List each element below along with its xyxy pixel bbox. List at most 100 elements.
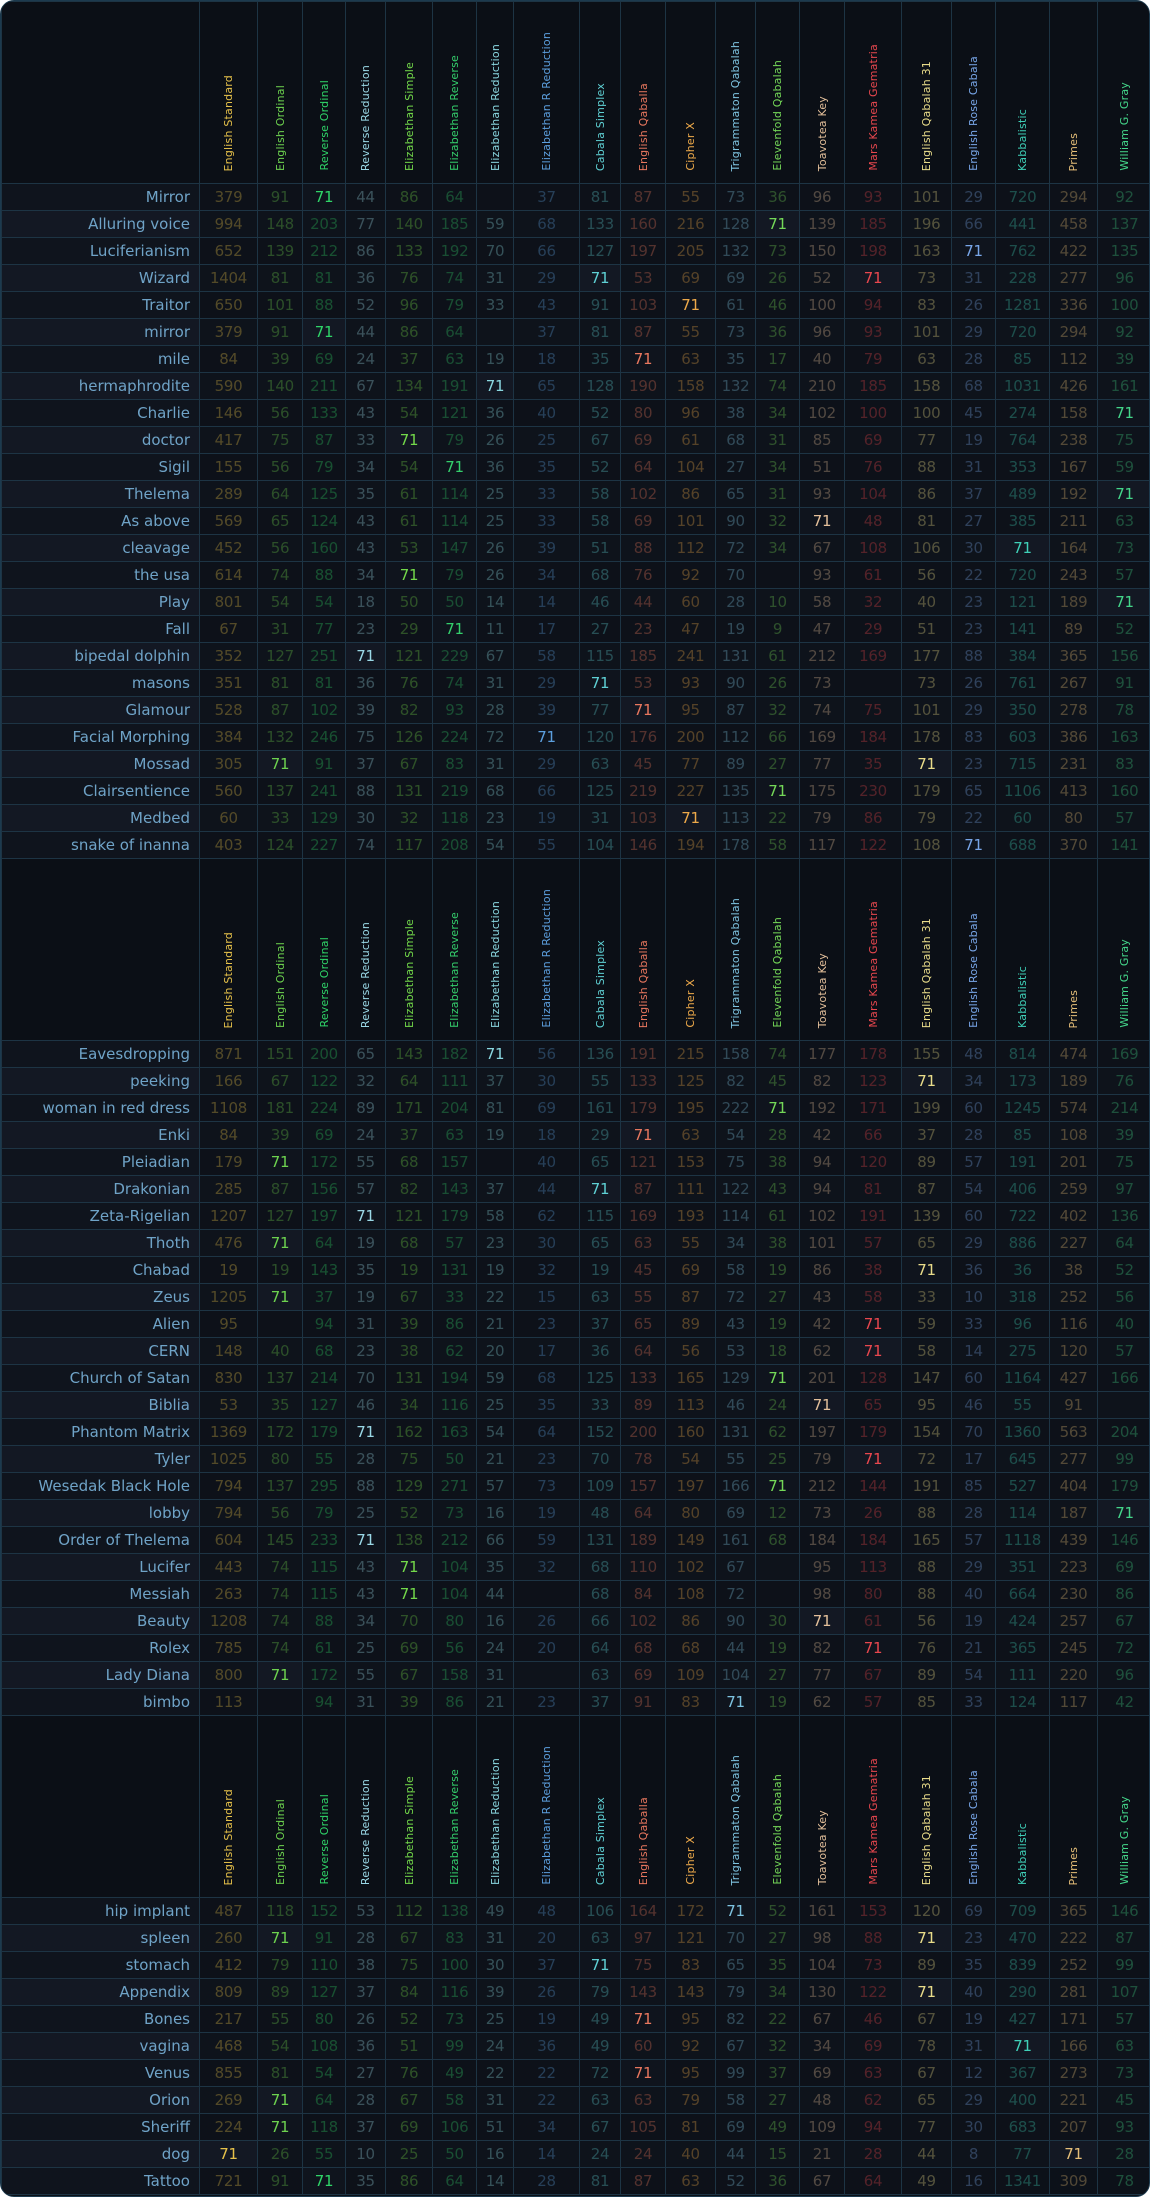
column-header[interactable]: Primes xyxy=(1049,1715,1098,1898)
column-header[interactable]: Primes xyxy=(1049,1,1098,184)
table-row[interactable]: Traitor 650 101 88 52 96 79 33 43 91 103 71 61 46 100 9… xyxy=(1,291,1149,319)
table-row[interactable]: Sheriff 224 71 118 37 69 106 51 34 67 105 81 69 49 109… xyxy=(1,2113,1149,2141)
table-row[interactable]: Church of Satan 830 137 214 70 131 194 59 68 125 1… xyxy=(1,1364,1149,1392)
table-row[interactable]: Chabad 19 19 143 35 19 131 19 32 19 45 69 58 19 86 38 71… xyxy=(1,1256,1149,1284)
table-row[interactable]: lobby 794 56 79 25 52 73 16 19 48 64 80 69 12 73 26 88 28… xyxy=(1,1499,1149,1527)
table-row[interactable]: Mirror 379 91 71 44 86 64 37 81 87 55 73 36 96 93 101 29… xyxy=(1,183,1149,211)
table-row[interactable]: Thelema 289 64 125 35 61 114 25 33 58 102 86 65 31 93 1… xyxy=(1,480,1149,508)
table-row[interactable]: hermaphrodite 590 140 211 67 134 191 71 65 128 190… xyxy=(1,372,1149,400)
column-header[interactable]: Elizabethan Reverse xyxy=(432,1,477,184)
column-header[interactable]: Cipher X xyxy=(665,1,716,184)
column-header[interactable]: Mars Kamea Gematria xyxy=(844,1,902,184)
column-header[interactable]: William G. Gray xyxy=(1097,1,1149,184)
column-header[interactable]: English Qabalah 31 xyxy=(901,858,952,1041)
column-header[interactable]: Mars Kamea Gematria xyxy=(844,1715,902,1898)
column-header[interactable]: Elizabethan Simple xyxy=(385,858,433,1041)
table-row[interactable]: Lucifer 443 74 115 43 71 104 35 32 68 110 102 67 95 11… xyxy=(1,1553,1149,1581)
table-row[interactable]: Enki 84 39 69 24 37 63 19 18 29 71 63 54 28 42 66 37 28 85… xyxy=(1,1121,1149,1149)
column-header[interactable]: English Standard xyxy=(199,858,258,1041)
table-row[interactable]: Sigil 155 56 79 34 54 71 36 35 52 64 104 27 34 51 76 88 3… xyxy=(1,453,1149,481)
table-row[interactable]: Fall 67 31 77 23 29 71 11 17 27 23 47 19 9 47 29 51 23 141… xyxy=(1,615,1149,643)
column-header[interactable]: English Ordinal xyxy=(257,858,303,1041)
table-row[interactable]: Appendix 809 89 127 37 84 116 39 26 79 143 143 79 34 1… xyxy=(1,1978,1149,2006)
table-row[interactable]: Eavesdropping 871 151 200 65 143 182 71 56 136 191… xyxy=(1,1040,1149,1068)
column-header[interactable]: Reverse Reduction xyxy=(345,1715,386,1898)
column-header[interactable]: English Standard xyxy=(199,1,258,184)
column-header[interactable]: Trigrammaton Qabalah xyxy=(715,1,756,184)
table-row[interactable]: Facial Morphing 384 132 246 75 126 224 72 71 120 1… xyxy=(1,723,1149,751)
column-header[interactable]: English Qabalah 31 xyxy=(901,1715,952,1898)
table-row[interactable]: Luciferianism 652 139 212 86 133 192 70 66 127 197… xyxy=(1,237,1149,265)
column-header[interactable]: Elizabethan Reduction xyxy=(476,1715,514,1898)
table-row[interactable]: Thoth 476 71 64 19 68 57 23 30 65 63 55 34 38 101 57 65 2… xyxy=(1,1229,1149,1257)
table-row[interactable]: peeking 166 67 122 32 64 111 37 30 55 133 125 82 45 82… xyxy=(1,1067,1149,1095)
table-row[interactable]: bipedal dolphin 352 127 251 71 121 229 67 58 115 1… xyxy=(1,642,1149,670)
table-row[interactable]: Rolex 785 74 61 25 69 56 24 20 64 68 68 44 19 82 71 76 21… xyxy=(1,1634,1149,1662)
column-header[interactable]: Elizabethan Reverse xyxy=(432,858,477,1041)
column-header[interactable]: English Qaballa xyxy=(620,1715,666,1898)
table-row[interactable]: Lady Diana 800 71 172 55 67 158 31 63 69 109 104 27 7… xyxy=(1,1661,1149,1689)
column-header[interactable]: Toavotea Key xyxy=(799,858,845,1041)
table-row[interactable]: Alluring voice 994 148 203 77 140 185 59 68 133 16… xyxy=(1,210,1149,238)
table-row[interactable]: Orion 269 71 64 28 67 58 31 22 63 63 79 58 27 48 62 65 29… xyxy=(1,2086,1149,2114)
column-header[interactable]: English Ordinal xyxy=(257,1715,303,1898)
column-header[interactable]: William G. Gray xyxy=(1097,858,1149,1041)
column-header[interactable]: Elizabethan R Reduction xyxy=(513,1715,580,1898)
column-header[interactable]: Elizabethan R Reduction xyxy=(513,1,580,184)
table-row[interactable]: Play 801 54 54 18 50 50 14 14 46 44 60 28 10 58 32 40 23 1… xyxy=(1,588,1149,616)
table-row[interactable]: Phantom Matrix 1369 172 179 71 162 163 54 64 152 2… xyxy=(1,1418,1149,1446)
column-header[interactable]: Primes xyxy=(1049,858,1098,1041)
column-header[interactable]: Reverse Reduction xyxy=(345,858,386,1041)
table-row[interactable]: Pleiadian 179 71 172 55 68 157 40 65 121 153 75 38 94… xyxy=(1,1148,1149,1176)
table-row[interactable]: cleavage 452 56 160 43 53 147 26 39 51 88 112 72 34 67… xyxy=(1,534,1149,562)
column-header[interactable]: Mars Kamea Gematria xyxy=(844,858,902,1041)
table-row[interactable]: Venus 855 81 54 27 76 49 22 22 72 71 95 99 37 69 63 67 12… xyxy=(1,2059,1149,2087)
table-row[interactable]: masons 351 81 81 36 76 74 31 29 71 53 93 90 26 73 73 26 7… xyxy=(1,669,1149,697)
table-row[interactable]: Zeus 1205 71 37 19 67 33 22 15 63 55 87 72 27 43 58 33 10… xyxy=(1,1283,1149,1311)
column-header[interactable]: English Rose Cabala xyxy=(951,858,996,1041)
column-header[interactable]: Reverse Ordinal xyxy=(302,858,346,1041)
column-header[interactable]: Elizabethan Simple xyxy=(385,1715,433,1898)
table-row[interactable]: the usa 614 74 88 34 71 79 26 34 68 76 92 70 93 61 56 22… xyxy=(1,561,1149,589)
column-header[interactable]: Kabbalistic xyxy=(995,858,1050,1041)
table-row[interactable]: spleen 260 71 91 28 67 83 31 20 63 97 121 70 27 98 88 71… xyxy=(1,1924,1149,1952)
column-header[interactable]: English Qabalah 31 xyxy=(901,1,952,184)
table-row[interactable]: Tyler 1025 80 55 28 75 50 21 23 70 78 54 55 25 79 71 72 1… xyxy=(1,1445,1149,1473)
table-row[interactable]: Glamour 528 87 102 39 82 93 28 39 77 71 95 87 32 74 75 1… xyxy=(1,696,1149,724)
column-header[interactable]: Kabbalistic xyxy=(995,1,1050,184)
table-row[interactable]: Biblia 53 35 127 46 34 116 25 35 33 89 113 46 24 71 65 9… xyxy=(1,1391,1149,1419)
column-header[interactable]: Elizabethan Reduction xyxy=(476,858,514,1041)
table-row[interactable]: snake of inanna 403 124 227 74 117 208 54 55 104 1… xyxy=(1,831,1149,859)
column-header[interactable]: Elevenfold Qabalah xyxy=(755,858,800,1041)
column-header[interactable]: Reverse Ordinal xyxy=(302,1,346,184)
column-header[interactable]: Kabbalistic xyxy=(995,1715,1050,1898)
column-header[interactable]: English Qaballa xyxy=(620,1,666,184)
column-header[interactable]: Toavotea Key xyxy=(799,1,845,184)
column-header[interactable]: English Standard xyxy=(199,1715,258,1898)
column-header[interactable]: Elizabethan R Reduction xyxy=(513,858,580,1041)
table-row[interactable]: Wizard 1404 81 81 36 76 74 31 29 71 53 69 69 26 52 71 73… xyxy=(1,264,1149,292)
table-row[interactable]: mile 84 39 69 24 37 63 19 18 35 71 63 35 17 40 79 63 28 85… xyxy=(1,345,1149,373)
column-header[interactable]: William G. Gray xyxy=(1097,1715,1149,1898)
column-header[interactable]: Cipher X xyxy=(665,1715,716,1898)
column-header[interactable]: Elevenfold Qabalah xyxy=(755,1715,800,1898)
table-row[interactable]: Clairsentience 560 137 241 88 131 219 68 66 125 21… xyxy=(1,777,1149,805)
table-row[interactable]: Alien 95 94 31 39 86 21 23 37 65 89 43 19 42 71 59 33 96 1… xyxy=(1,1310,1149,1338)
column-header[interactable]: English Rose Cabala xyxy=(951,1715,996,1898)
column-header[interactable]: Cabala Simplex xyxy=(579,858,621,1041)
table-row[interactable]: mirror 379 91 71 44 86 64 37 81 87 55 73 36 96 93 101 29… xyxy=(1,318,1149,346)
table-row[interactable]: Zeta-Rigelian 1207 127 197 71 121 179 58 62 115 16… xyxy=(1,1202,1149,1230)
table-row[interactable]: hip implant 487 118 152 53 112 138 49 48 106 164 17… xyxy=(1,1897,1149,1925)
table-row[interactable]: Order of Thelema 604 145 233 71 138 212 66 59 131… xyxy=(1,1526,1149,1554)
column-header[interactable]: Elizabethan Simple xyxy=(385,1,433,184)
column-header[interactable]: Cabala Simplex xyxy=(579,1715,621,1898)
column-header[interactable]: Elizabethan Reduction xyxy=(476,1,514,184)
column-header[interactable]: Trigrammaton Qabalah xyxy=(715,1715,756,1898)
table-row[interactable]: Charlie 146 56 133 43 54 121 36 40 52 80 96 38 34 102 1… xyxy=(1,399,1149,427)
table-row[interactable]: Tattoo 721 91 71 35 86 64 14 28 81 87 63 52 36 67 64 49 1… xyxy=(1,2167,1149,2195)
column-header[interactable]: Elevenfold Qabalah xyxy=(755,1,800,184)
column-header[interactable]: Toavotea Key xyxy=(799,1715,845,1898)
table-row[interactable]: Mossad 305 71 91 37 67 83 31 29 63 45 77 89 27 77 35 71 2… xyxy=(1,750,1149,778)
table-row[interactable]: Medbed 60 33 129 30 32 118 23 19 31 103 71 113 22 79 86… xyxy=(1,804,1149,832)
table-row[interactable]: Wesedak Black Hole 794 137 295 88 129 271 57 73 1… xyxy=(1,1472,1149,1500)
